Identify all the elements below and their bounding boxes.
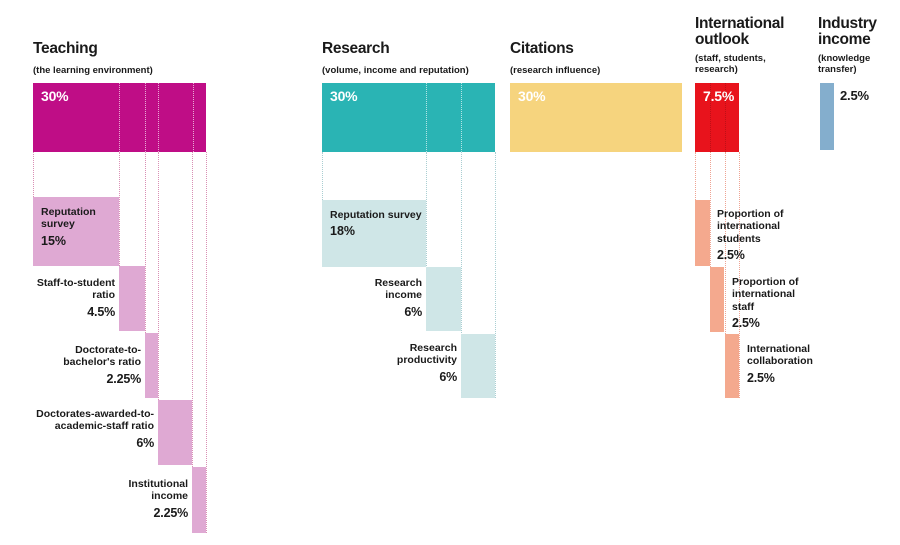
component-value: 2.5% — [840, 88, 869, 103]
teaching-doctorates-awarded-label: Doctorates-awarded-to-academic-staff rat… — [34, 408, 154, 451]
guide-line — [158, 152, 159, 400]
bar-divider — [461, 83, 462, 152]
teaching-weight-label: 30% — [41, 88, 69, 104]
research-reputation-survey-block: Reputation survey 18% — [322, 200, 426, 267]
teaching-institutional-income-label: Institutional income 2.25% — [108, 478, 189, 521]
citations-weight-label: 30% — [518, 88, 546, 104]
section-title-international-outlook: International outlook — [695, 15, 785, 48]
component-label: Proportion of international students — [717, 208, 784, 245]
guide-line — [710, 152, 711, 267]
component-value: 4.5% — [87, 304, 115, 319]
component-value: 6% — [136, 435, 154, 450]
component-value: 2.5% — [732, 316, 760, 331]
research-main-bar: 30% — [322, 83, 495, 152]
teaching-doctorate-bachelor-label: Doctorate-to-bachelor's ratio 2.25% — [51, 344, 141, 387]
component-label: Proportion of international staff — [732, 276, 799, 313]
international-collaboration-label: International collaboration 2.5% — [747, 343, 829, 386]
component-label: Doctorate-to-bachelor's ratio — [63, 344, 141, 369]
component-label: Doctorates-awarded-to-academic-staff rat… — [36, 408, 154, 433]
guide-line — [461, 152, 462, 333]
teaching-reputation-survey-block: Reputation survey 15% — [33, 197, 119, 266]
guide-line — [739, 152, 740, 398]
industry-income-weight-label: 2.5% — [840, 88, 890, 103]
bar-divider — [193, 83, 194, 152]
research-income-label: Research income 6% — [342, 277, 422, 320]
component-value: 2.25% — [153, 505, 189, 520]
international-students-label: Proportion of international students 2.5… — [717, 208, 795, 263]
bar-divider — [158, 83, 159, 152]
research-productivity-label: Research productivity 6% — [377, 342, 457, 385]
research-productivity-block — [461, 334, 495, 398]
teaching-staff-student-block — [119, 266, 145, 331]
component-label: Staff-to-student ratio — [36, 277, 115, 302]
bar-divider — [119, 83, 120, 152]
bar-divider — [426, 83, 427, 152]
industry-income-main-bar — [820, 83, 834, 150]
component-value: 6% — [439, 369, 457, 384]
component-label: Research productivity — [396, 342, 457, 367]
teaching-doctorates-awarded-block — [158, 400, 192, 465]
guide-line — [33, 152, 34, 197]
component-value: 2.5% — [747, 370, 775, 385]
international-outlook-weight-label: 7.5% — [703, 88, 735, 104]
section-title-citations: Citations — [510, 40, 574, 57]
component-label: Research income — [374, 277, 422, 302]
section-subtitle-citations: (research influence) — [510, 65, 601, 76]
teaching-doctorate-bachelor-block — [145, 333, 158, 398]
guide-line — [145, 152, 146, 333]
component-value: 18% — [330, 224, 356, 239]
section-subtitle-international-outlook: (staff, students, research) — [695, 53, 766, 76]
section-title-research: Research — [322, 40, 390, 57]
international-outlook-main-bar: 7.5% — [695, 83, 739, 152]
guide-line — [192, 152, 193, 467]
research-weight-label: 30% — [330, 88, 358, 104]
component-value: 6% — [404, 304, 422, 319]
international-students-block — [695, 200, 710, 266]
bar-divider — [725, 83, 726, 152]
international-staff-label: Proportion of international staff 2.5% — [732, 276, 810, 331]
guide-line — [426, 152, 427, 266]
guide-line — [206, 152, 207, 533]
section-subtitle-industry-income: (knowledge transfer) — [818, 53, 871, 76]
guide-line — [119, 152, 120, 266]
bar-divider — [710, 83, 711, 152]
guide-line — [695, 152, 696, 200]
teaching-institutional-income-block — [192, 467, 206, 533]
component-value: 15% — [41, 233, 67, 248]
bar-divider — [145, 83, 146, 152]
guide-line — [322, 152, 323, 200]
citations-main-bar: 30% — [510, 83, 682, 152]
teaching-staff-student-label: Staff-to-student ratio 4.5% — [15, 277, 115, 320]
teaching-main-bar: 30% — [33, 83, 206, 152]
guide-line — [495, 152, 496, 398]
section-title-teaching: Teaching — [33, 40, 98, 57]
component-label: Reputation survey — [41, 206, 96, 231]
section-title-industry-income: Industry income — [818, 15, 877, 48]
component-value: 2.25% — [106, 371, 142, 386]
component-label: Institutional income — [128, 478, 189, 503]
component-label: Reputation survey — [330, 209, 422, 221]
research-income-block — [426, 267, 461, 331]
guide-line — [725, 152, 726, 334]
component-label: International collaboration — [747, 343, 813, 368]
international-staff-block — [710, 267, 724, 332]
section-subtitle-teaching: (the learning environment) — [33, 65, 153, 76]
international-collaboration-block — [725, 334, 739, 398]
section-subtitle-research: (volume, income and reputation) — [322, 65, 469, 76]
component-value: 2.5% — [717, 248, 745, 263]
